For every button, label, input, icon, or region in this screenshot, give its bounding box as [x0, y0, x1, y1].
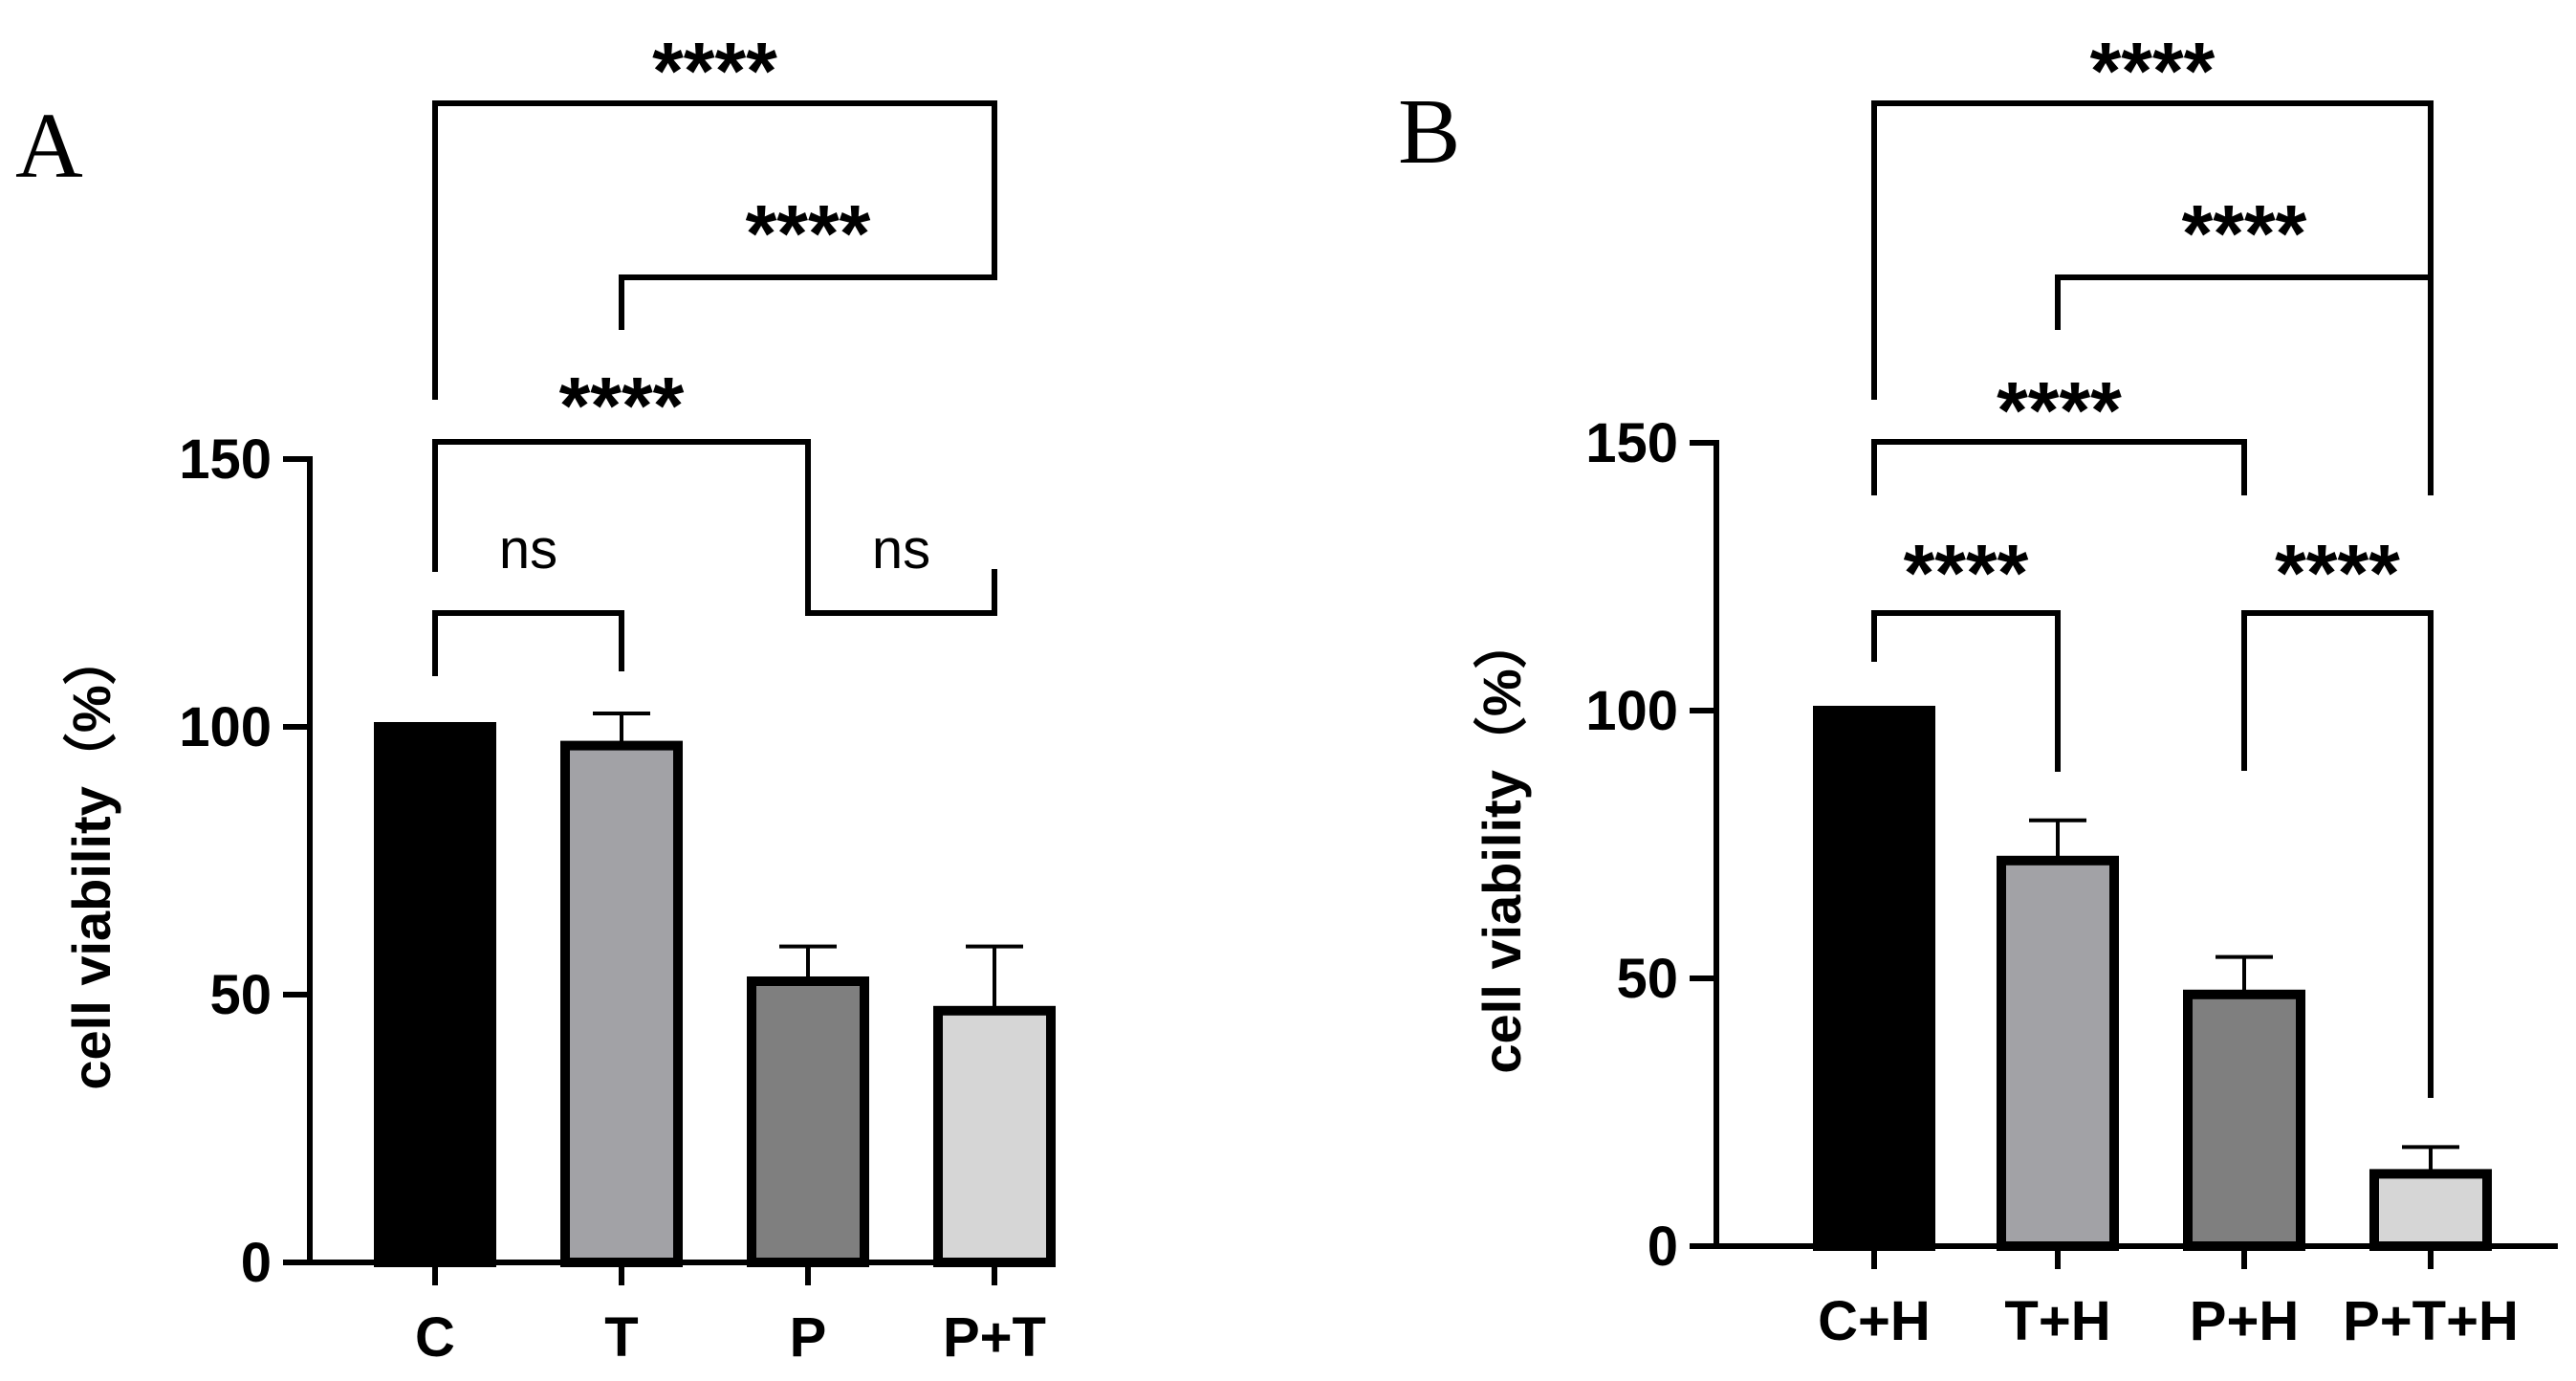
y-axis-title: cell viability（%）	[1472, 615, 1532, 1073]
y-axis-title: cell viability（%）	[61, 631, 121, 1089]
significance-label-stars: ****	[2182, 188, 2307, 278]
y-tick-label: 100	[1585, 680, 1678, 742]
y-tick-label: 150	[1585, 412, 1678, 474]
y-tick-label: 150	[179, 428, 272, 491]
panel-letter: B	[1398, 80, 1460, 184]
significance-bracket	[1871, 439, 2247, 495]
significance-bracket	[432, 610, 624, 676]
bar-p	[747, 976, 869, 1267]
bar-p-plus-t-plus-h	[2369, 1169, 2492, 1252]
y-tick-label: 50	[209, 964, 272, 1026]
panel-b: B 0 50 100 150 cell viability（%） C+H T+H P+H P+T+…	[1398, 26, 2558, 1352]
y-tick-label: 100	[179, 696, 272, 758]
significance-label-stars: ****	[1997, 365, 2122, 455]
x-tick-label: P+T+H	[2343, 1290, 2519, 1352]
y-tick-label: 0	[241, 1232, 272, 1294]
significance-bracket	[1871, 610, 2061, 772]
x-tick-label: P	[790, 1306, 827, 1369]
panel-a: A 0 50 100 150 cell viability（%） C T P P+T ns ns ***…	[15, 26, 1056, 1369]
bar-t-plus-h	[1997, 855, 2119, 1251]
significance-bracket	[432, 439, 811, 572]
significance-label-stars: ****	[2275, 528, 2400, 618]
significance-label-stars: ****	[652, 26, 777, 116]
significance-bracket	[432, 100, 997, 400]
significance-label-stars: ****	[2090, 26, 2216, 116]
bar-t	[560, 740, 683, 1267]
y-tick-label: 0	[1648, 1216, 1678, 1278]
significance-bracket	[805, 569, 997, 616]
bar-p-plus-t	[933, 1005, 1056, 1268]
x-tick-label: P+T	[943, 1306, 1046, 1369]
significance-label-stars: ****	[559, 361, 685, 450]
panel-letter: A	[15, 95, 83, 198]
bar-p-plus-h	[2183, 989, 2305, 1252]
x-tick-label: C	[415, 1306, 455, 1369]
significance-bracket	[1871, 100, 2434, 495]
significance-label-stars: ****	[1904, 528, 2029, 618]
significance-label-stars: ****	[746, 188, 871, 278]
y-tick-label: 50	[1616, 948, 1678, 1010]
bar-c-plus-h	[1813, 706, 1935, 1251]
bar-c	[374, 722, 496, 1267]
significance-bracket	[2241, 610, 2434, 1098]
x-tick-label: T	[604, 1306, 638, 1369]
significance-label-ns: ns	[499, 518, 557, 581]
significance-bracket	[619, 228, 997, 330]
x-tick-label: C+H	[1818, 1290, 1931, 1352]
x-tick-label: P+H	[2190, 1290, 2299, 1352]
significance-label-ns: ns	[872, 518, 930, 581]
x-tick-label: T+H	[2004, 1290, 2110, 1352]
